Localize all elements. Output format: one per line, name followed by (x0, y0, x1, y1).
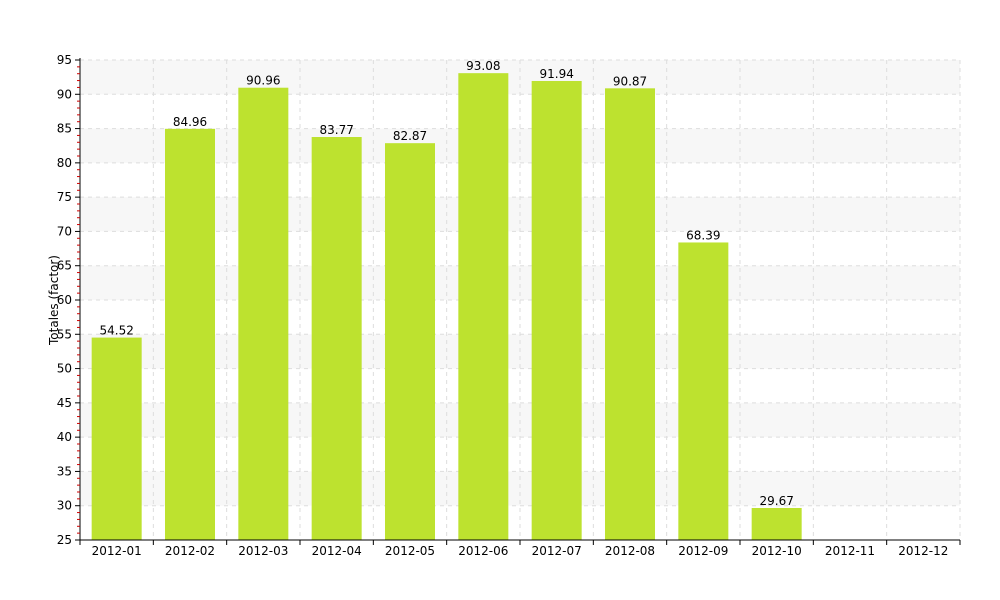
bar (165, 128, 215, 541)
gridlines (79, 59, 961, 541)
data-label: 90.96 (246, 74, 280, 88)
y-tick-label: 50 (57, 362, 72, 376)
y-tick-label: 35 (57, 464, 72, 478)
x-axis-ticks: 2012-01 2012-02 2012-03 2012-04 2012-05 2012-… (79, 540, 961, 558)
data-label: 90.87 (613, 74, 647, 88)
y-tick-label: 75 (57, 190, 72, 204)
x-tick-label: 2012-08 (605, 544, 655, 558)
data-label: 91.94 (539, 67, 573, 81)
x-tick-label: 2012-07 (532, 544, 582, 558)
data-label: 82.87 (393, 129, 427, 143)
y-tick-label: 30 (57, 499, 72, 513)
bar (238, 87, 289, 541)
x-tick-label: 2012-11 (825, 544, 875, 558)
x-tick-label: 2012-05 (385, 544, 435, 558)
y-axis-ticks: 25 30 35 40 45 50 55 60 65 70 75 80 85 90 95 (57, 53, 80, 547)
x-tick-label: 2012-01 (92, 544, 142, 558)
bar (531, 80, 582, 541)
x-tick-label: 2012-04 (312, 544, 362, 558)
data-labels: 54.52 84.96 90.96 83.77 82.87 93.08 91.94 90.87… (99, 59, 793, 508)
y-tick-label: 55 (57, 327, 72, 341)
data-label: 93.08 (466, 59, 500, 73)
bar (751, 507, 802, 540)
y-tick-label: 85 (57, 122, 72, 136)
y-tick-label: 65 (57, 259, 72, 273)
x-tick-label: 2012-02 (165, 544, 215, 558)
x-tick-label: 2012-10 (752, 544, 802, 558)
bar (91, 337, 142, 540)
y-tick-label: 80 (57, 156, 72, 170)
bar (458, 73, 509, 540)
y-axis-title: Totales (factor) (47, 255, 61, 346)
y-tick-label: 95 (57, 53, 72, 67)
data-label: 54.52 (99, 324, 133, 338)
y-tick-label: 60 (57, 293, 72, 307)
data-label: 83.77 (319, 123, 353, 137)
data-label: 29.67 (759, 494, 793, 508)
data-label: 68.39 (686, 228, 720, 242)
bar (385, 143, 435, 541)
y-tick-label: 40 (57, 430, 72, 444)
y-tick-label: 25 (57, 533, 72, 547)
bar (678, 242, 729, 540)
bar (605, 88, 655, 540)
bar (311, 137, 362, 540)
data-label: 84.96 (173, 115, 207, 129)
x-tick-label: 2012-12 (898, 544, 948, 558)
bars (91, 73, 802, 541)
x-tick-label: 2012-09 (678, 544, 728, 558)
x-tick-label: 2012-06 (458, 544, 508, 558)
y-tick-label: 90 (57, 87, 72, 101)
y-tick-label: 70 (57, 224, 72, 238)
x-tick-label: 2012-03 (238, 544, 288, 558)
y-tick-label: 45 (57, 396, 72, 410)
